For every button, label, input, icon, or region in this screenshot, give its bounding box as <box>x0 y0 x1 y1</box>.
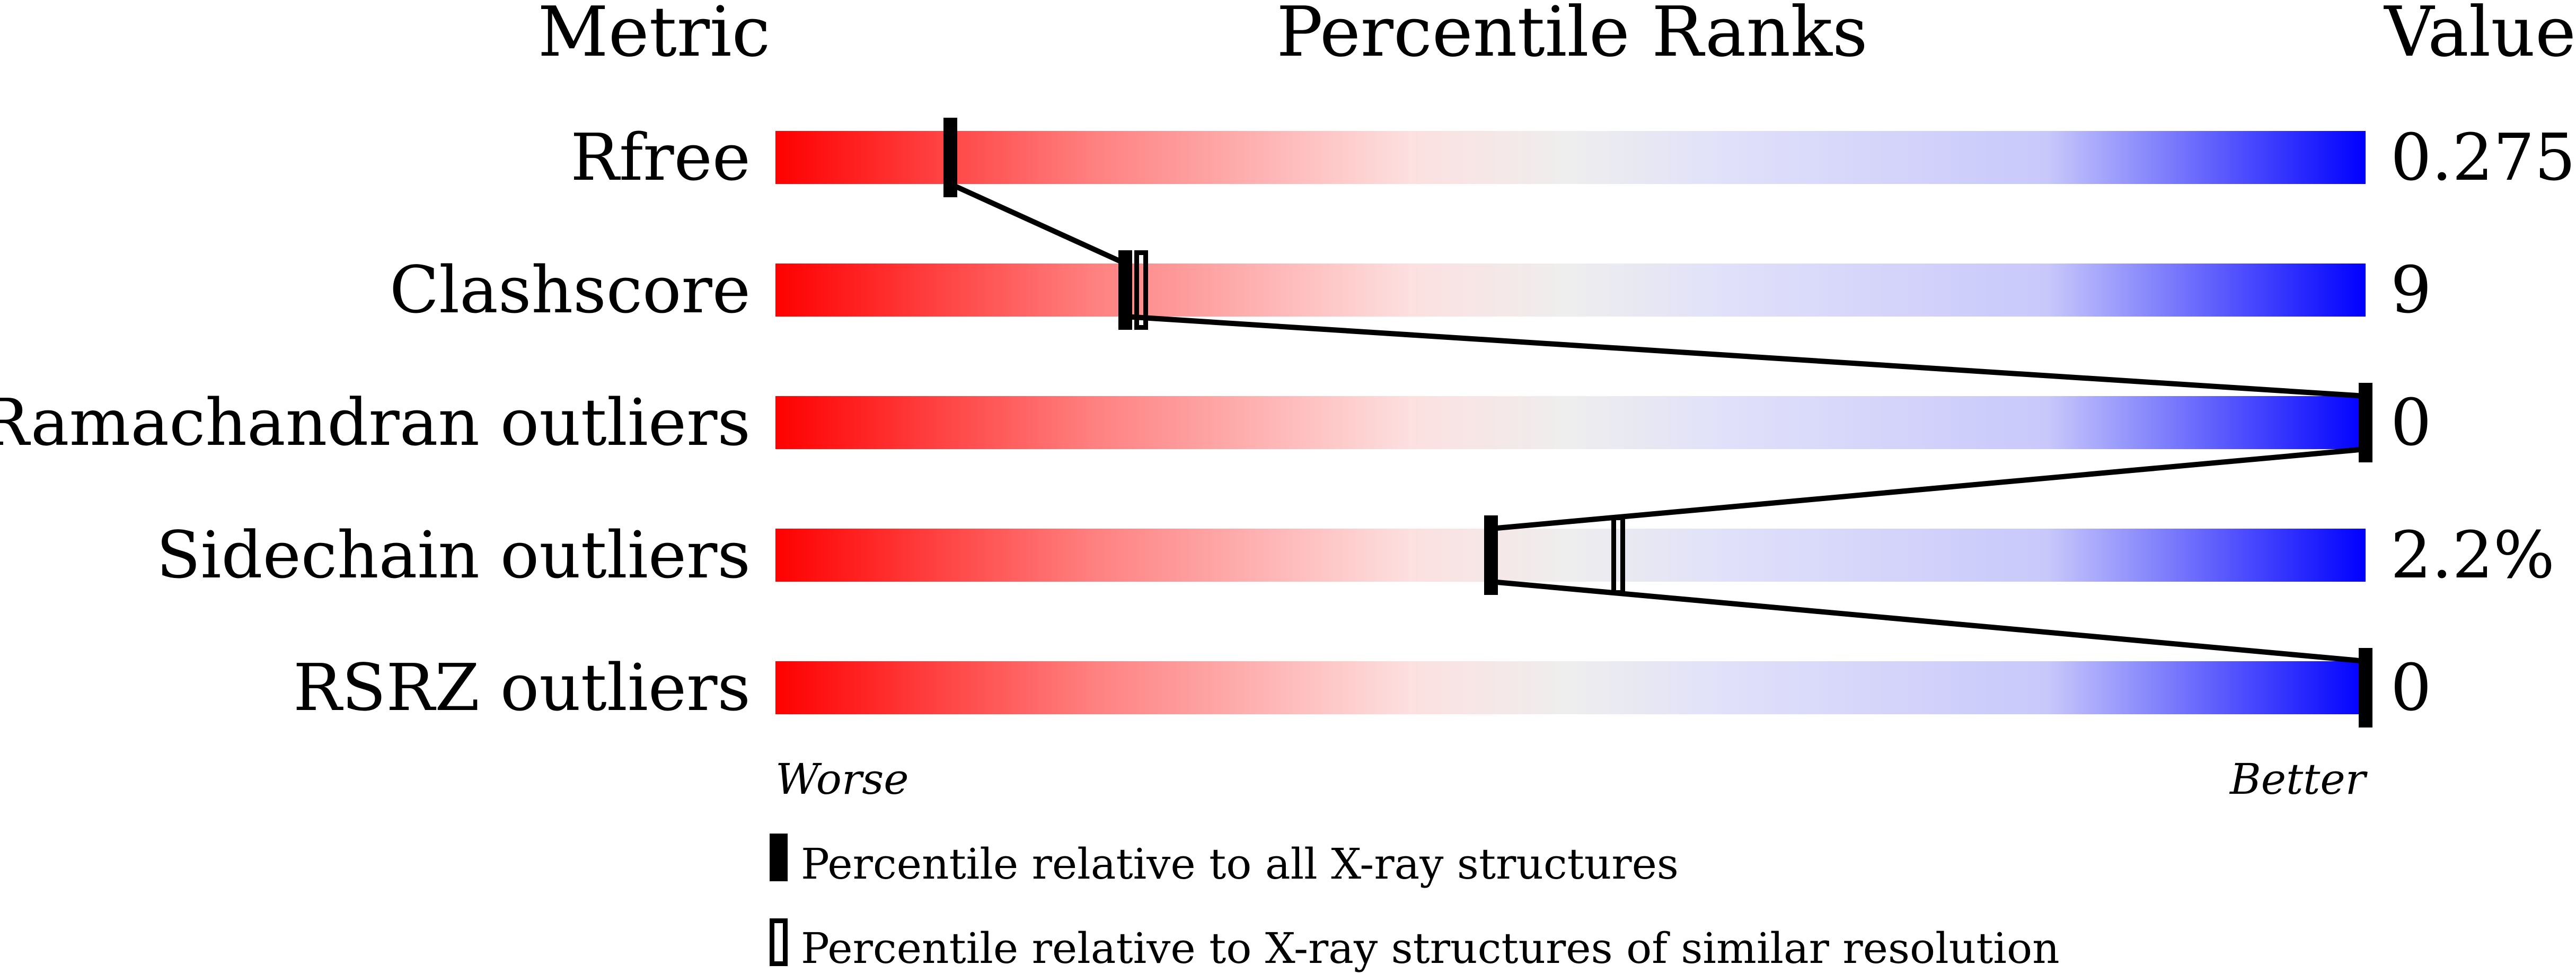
metric-value: 0.275 <box>2390 120 2575 195</box>
percentile-bar <box>775 264 2366 317</box>
percentile-bar <box>775 529 2366 582</box>
metric-value: 2.2% <box>2390 518 2555 593</box>
metric-label: Ramachandran outliers <box>0 385 751 460</box>
metric-value: 9 <box>2390 252 2432 328</box>
metric-value: 0 <box>2390 385 2432 460</box>
all-structures-marker <box>2359 648 2372 727</box>
metric-label: RSRZ outliers <box>293 650 751 725</box>
legend-all-label: Percentile relative to all X-ray structu… <box>801 839 1679 889</box>
connector-line <box>1490 446 2366 531</box>
connector-line <box>1490 579 2366 664</box>
axis-better-label: Better <box>2229 755 2368 804</box>
metric-value: 0 <box>2390 650 2432 725</box>
all-structures-marker <box>1118 250 1132 330</box>
metric-label: Clashscore <box>390 252 751 328</box>
header-percentile-ranks: Percentile Ranks <box>1276 0 1867 72</box>
header-value: Value <box>2383 0 2576 72</box>
similar-resolution-marker <box>1134 250 1148 330</box>
all-structures-marker <box>1484 515 1498 595</box>
metric-label: Sidechain outliers <box>156 518 751 593</box>
legend-similar-label: Percentile relative to X-ray structures … <box>801 924 2060 973</box>
metric-label: Rfree <box>570 120 751 195</box>
percentile-bar <box>775 661 2366 714</box>
connector-line <box>1125 314 2366 399</box>
axis-worse-label: Worse <box>775 755 909 804</box>
legend-filled-marker-icon <box>770 834 788 881</box>
connector-line <box>949 181 1127 266</box>
all-structures-marker <box>943 118 957 197</box>
similar-resolution-marker <box>1611 515 1625 595</box>
header-metric: Metric <box>538 0 771 72</box>
percentile-bar <box>775 131 2366 184</box>
legend-open-marker-icon <box>770 918 788 966</box>
percentile-bar <box>775 396 2366 449</box>
all-structures-marker <box>2359 383 2372 462</box>
